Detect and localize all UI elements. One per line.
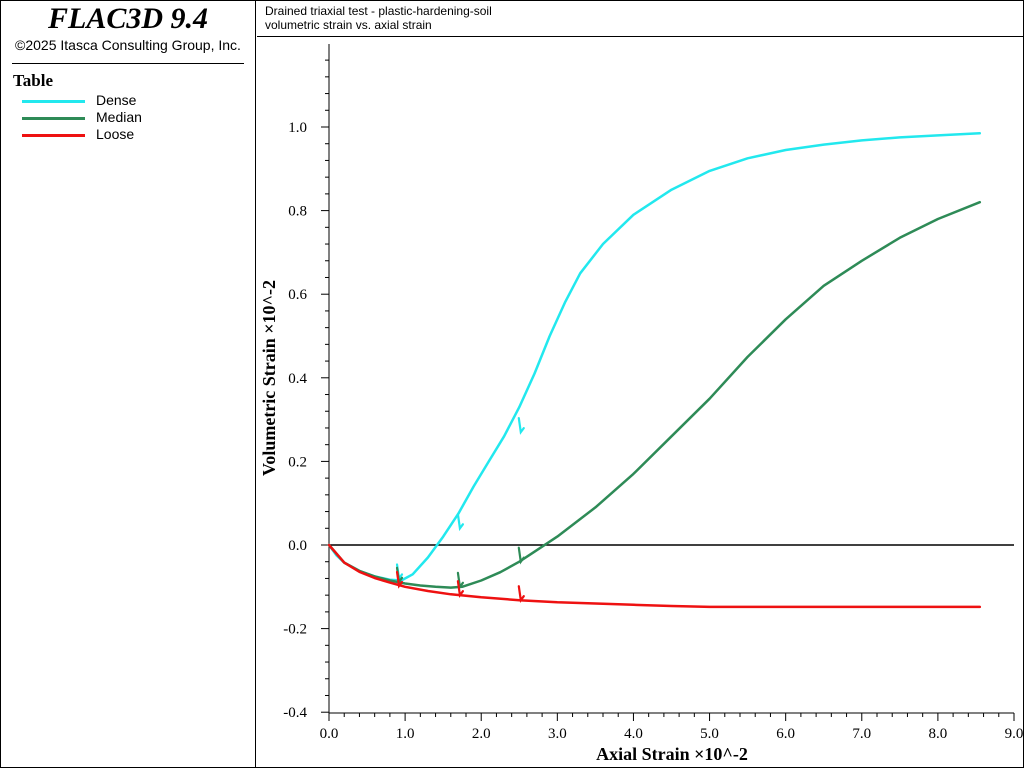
- plot-header: Drained triaxial test - plastic-hardenin…: [257, 0, 1023, 37]
- legend-panel: FLAC3D 9.4 ©2025 Itasca Consulting Group…: [0, 0, 256, 768]
- series-markers: [395, 417, 525, 603]
- marker-dense: [517, 417, 525, 435]
- marker-median: [456, 571, 465, 590]
- y-tick-label: 0.4: [288, 371, 307, 387]
- series-lines: [327, 132, 982, 609]
- plot-title: Drained triaxial test - plastic-hardenin…: [265, 4, 492, 18]
- copyright-text: ©2025 Itasca Consulting Group, Inc.: [15, 37, 241, 53]
- tick-labels: 0.0 1.0 2.0 3.0 4.0 5.0 6.0 7.0 8.0 9.0 -0.4 -0.2 0.…: [283, 120, 1023, 742]
- x-tick-label: 7.0: [852, 726, 871, 742]
- legend-label-loose: Loose: [96, 126, 135, 142]
- x-tick-label: 2.0: [472, 726, 491, 742]
- x-tick-label: 3.0: [548, 726, 567, 742]
- series-line-dense: [327, 132, 982, 582]
- marker-loose: [395, 570, 404, 589]
- legend-heading: Table: [13, 71, 54, 90]
- marker-loose: [517, 585, 525, 603]
- marker-median: [517, 546, 525, 565]
- legend-label-median: Median: [96, 109, 142, 125]
- title-divider: [12, 63, 244, 64]
- y-axis-title: Volumetric Strain ×10^-2: [259, 280, 279, 476]
- marker-dense: [456, 513, 465, 532]
- y-tick-label: -0.4: [283, 705, 307, 721]
- x-tick-label: 9.0: [1005, 726, 1024, 742]
- x-tick-label: 8.0: [929, 726, 948, 742]
- series-line-loose: [327, 543, 982, 609]
- x-axis-title: Axial Strain ×10^-2: [596, 744, 748, 764]
- x-tick-label: 5.0: [700, 726, 719, 742]
- app-title: FLAC3D 9.4: [47, 2, 209, 35]
- y-tick-label: 0.2: [288, 454, 307, 470]
- y-tick-label: 0.8: [288, 204, 307, 220]
- y-tick-label: 1.0: [288, 120, 307, 136]
- series-line-median: [327, 200, 982, 589]
- legend-label-dense: Dense: [96, 92, 137, 108]
- axes: [321, 44, 1015, 721]
- legend-swatch-loose: [22, 134, 85, 137]
- marker-loose: [456, 580, 465, 598]
- legend-swatch-dense: [22, 100, 85, 103]
- x-tick-label: 1.0: [396, 726, 415, 742]
- x-tick-label: 0.0: [320, 726, 339, 742]
- y-tick-label: -0.2: [283, 622, 307, 638]
- y-tick-label: 0.6: [288, 287, 307, 303]
- legend-swatch-median: [22, 117, 85, 120]
- plot-subtitle: volumetric strain vs. axial strain: [265, 18, 432, 32]
- x-tick-label: 4.0: [624, 726, 643, 742]
- x-tick-label: 6.0: [776, 726, 795, 742]
- y-tick-label: 0.0: [288, 538, 307, 554]
